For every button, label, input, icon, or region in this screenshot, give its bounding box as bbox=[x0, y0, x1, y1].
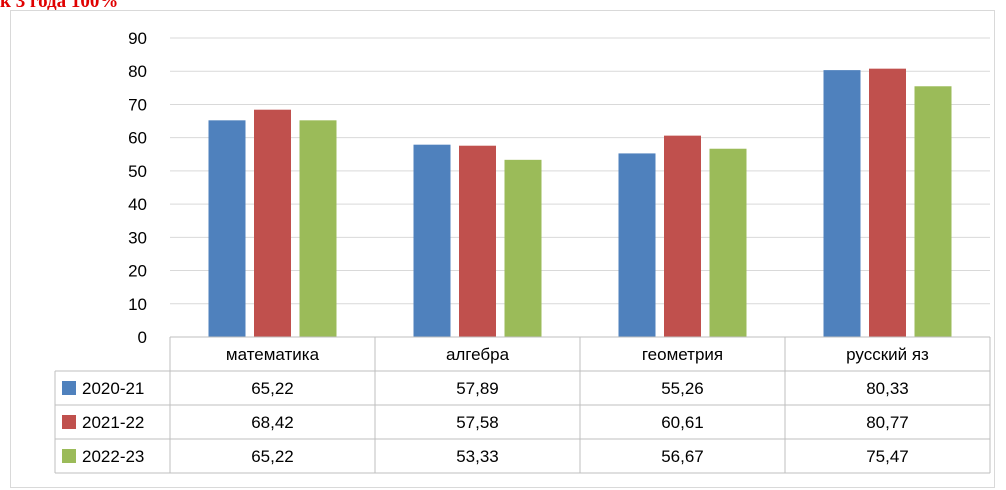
category-label: математика bbox=[226, 345, 320, 364]
data-value: 75,47 bbox=[866, 447, 909, 466]
bar-2022-23-3 bbox=[914, 86, 952, 338]
data-value: 55,26 bbox=[661, 379, 704, 398]
legend-swatch bbox=[62, 449, 76, 463]
y-tick-label: 60 bbox=[128, 129, 147, 148]
y-tick-label: 70 bbox=[128, 95, 147, 114]
y-tick-label: 30 bbox=[128, 228, 147, 247]
y-tick-label: 40 bbox=[128, 195, 147, 214]
data-value: 68,42 bbox=[251, 413, 294, 432]
bar-2022-23-1 bbox=[504, 159, 542, 337]
data-value: 60,61 bbox=[661, 413, 704, 432]
y-tick-label: 20 bbox=[128, 262, 147, 281]
bar-2021-22-1 bbox=[459, 145, 496, 337]
y-axis-ticks: 0 10 20 30 40 50 60 70 80 90 bbox=[128, 29, 147, 347]
y-tick-label: 10 bbox=[128, 295, 147, 314]
bar-2020-21-2 bbox=[618, 153, 656, 337]
chart-frame bbox=[10, 10, 995, 488]
data-table: математика алгебра геометрия русский яз 2020… bbox=[54, 336, 991, 474]
legend-label: 2022-23 bbox=[82, 447, 144, 466]
category-label: русский яз bbox=[846, 345, 929, 364]
legend-swatch bbox=[62, 415, 76, 429]
bar-2022-23-0 bbox=[299, 120, 337, 337]
page-title: к 3 года 100% bbox=[0, 0, 119, 12]
data-value: 80,77 bbox=[866, 413, 909, 432]
legend-label: 2021-22 bbox=[82, 413, 144, 432]
y-tick-label: 50 bbox=[128, 162, 147, 181]
bar-2020-21-3 bbox=[823, 70, 861, 337]
y-tick-label: 80 bbox=[128, 62, 147, 81]
y-tick-label: 90 bbox=[128, 29, 147, 48]
bar-2021-22-0 bbox=[254, 109, 291, 337]
bar-2020-21-1 bbox=[413, 144, 451, 337]
bars bbox=[208, 68, 952, 338]
data-value: 57,58 bbox=[456, 413, 499, 432]
category-label: алгебра bbox=[446, 345, 510, 364]
category-label: геометрия bbox=[642, 345, 723, 364]
y-tick-label: 0 bbox=[138, 328, 147, 347]
data-value: 56,67 bbox=[661, 447, 704, 466]
bar-2022-23-2 bbox=[709, 148, 747, 337]
data-value: 80,33 bbox=[866, 379, 909, 398]
data-value: 65,22 bbox=[251, 379, 294, 398]
gridlines bbox=[170, 37, 990, 305]
bar-2020-21-0 bbox=[208, 120, 246, 337]
data-value: 53,33 bbox=[456, 447, 499, 466]
bar-2021-22-3 bbox=[869, 68, 906, 337]
data-value: 65,22 bbox=[251, 447, 294, 466]
legend-swatch bbox=[62, 381, 76, 395]
legend-label: 2020-21 bbox=[82, 379, 144, 398]
bar-2021-22-2 bbox=[664, 135, 701, 337]
data-value: 57,89 bbox=[456, 379, 499, 398]
